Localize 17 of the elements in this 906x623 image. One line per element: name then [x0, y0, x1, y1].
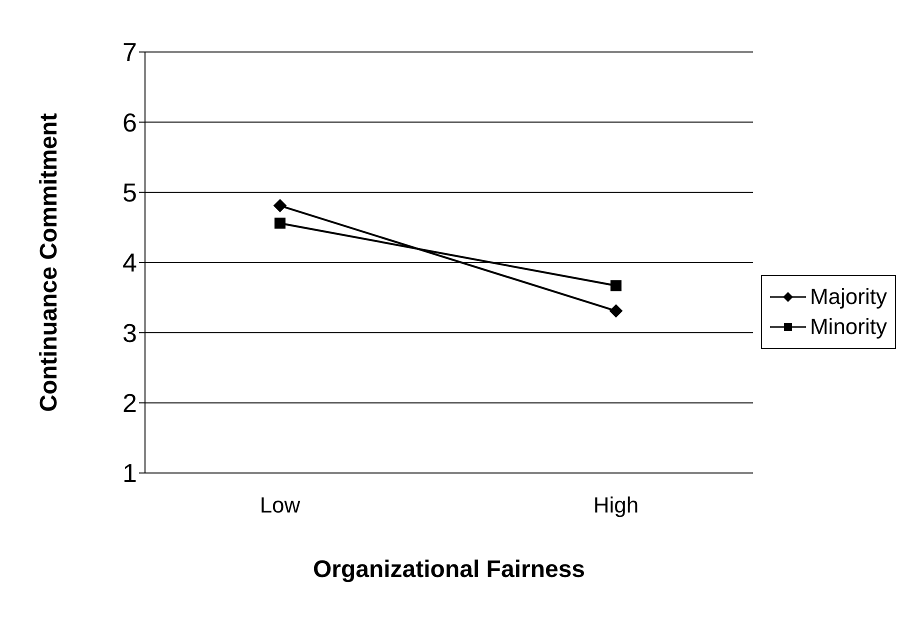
- y-tick-label: 2: [122, 388, 137, 418]
- point: [274, 199, 286, 212]
- x-axis-title: Organizational Fairness: [312, 556, 586, 583]
- legend-label: Minority: [810, 312, 887, 341]
- y-tick-label: 3: [122, 318, 137, 348]
- y-tick-label: 7: [122, 37, 137, 68]
- y-tick-label: 1: [122, 458, 137, 488]
- x-tick-label: Low: [260, 492, 300, 518]
- point: [609, 304, 622, 318]
- x-tick-label: High: [593, 492, 639, 518]
- point: [610, 280, 622, 292]
- legend-label: Majority: [810, 282, 887, 311]
- y-tick-label: 6: [122, 107, 137, 138]
- y-tick-label: 5: [122, 178, 137, 208]
- point: [274, 218, 286, 229]
- y-axis-title: Continuance Commitment: [36, 113, 63, 412]
- y-tick-label: 4: [122, 248, 137, 278]
